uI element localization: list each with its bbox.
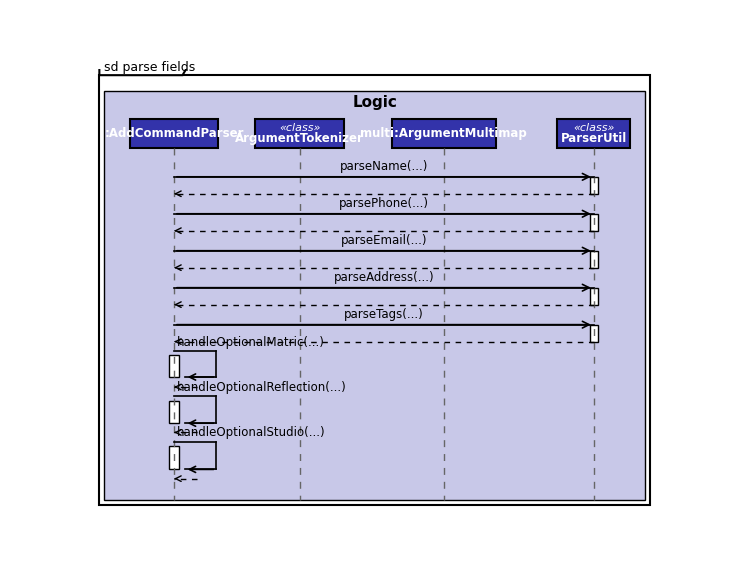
Text: «class»: «class»	[279, 123, 320, 133]
Bar	[590, 177, 597, 194]
Text: handleOptionalReflection(...): handleOptionalReflection(...)	[177, 381, 347, 394]
Text: parseEmail(...): parseEmail(...)	[341, 234, 427, 247]
Text: ArgumentTokenizer: ArgumentTokenizer	[235, 132, 364, 145]
Bar	[590, 251, 597, 267]
Text: handleOptionalStudio(...): handleOptionalStudio(...)	[177, 427, 326, 439]
Bar	[170, 446, 178, 469]
Polygon shape	[99, 60, 192, 75]
Bar	[170, 401, 178, 423]
Text: handleOptionalMatric(...): handleOptionalMatric(...)	[177, 335, 325, 348]
Text: ParserUtil: ParserUtil	[561, 132, 626, 145]
Text: :AddCommandParser: :AddCommandParser	[105, 127, 244, 140]
Text: parseAddress(...): parseAddress(...)	[333, 271, 434, 284]
Text: sd parse fields: sd parse fields	[104, 61, 195, 74]
Bar	[170, 355, 178, 377]
Text: «class»: «class»	[573, 123, 614, 133]
Bar	[130, 119, 219, 148]
Bar	[392, 119, 496, 148]
Bar	[590, 288, 597, 305]
Text: parseTags(...): parseTags(...)	[344, 308, 424, 321]
Bar	[557, 119, 630, 148]
Text: Logic: Logic	[352, 95, 397, 110]
Bar	[590, 214, 597, 231]
Text: parseName(...): parseName(...)	[340, 160, 428, 173]
Bar	[590, 325, 597, 342]
Bar	[255, 119, 344, 148]
Text: multi:ArgumentMultimap: multi:ArgumentMultimap	[360, 127, 527, 140]
Text: parsePhone(...): parsePhone(...)	[339, 197, 429, 210]
